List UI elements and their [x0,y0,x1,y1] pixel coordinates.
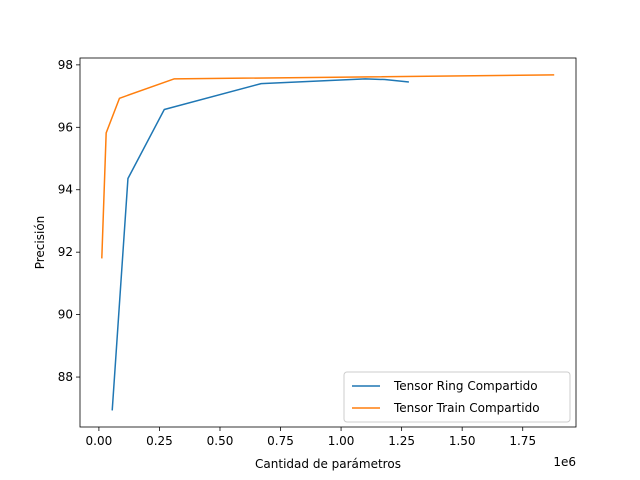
y-axis-label: Precisión [33,216,47,270]
y-tick-label: 90 [58,308,73,322]
x-tick-label: 0.25 [146,434,173,448]
x-tick-label: 1.25 [388,434,415,448]
x-tick-label: 0.50 [207,434,234,448]
legend-label-tensor-ring: Tensor Ring Compartido [393,379,538,393]
series-lines [101,74,555,411]
y-tick-label: 96 [58,120,73,134]
x-tick-label: 1.00 [328,434,355,448]
x-tick-label: 1.50 [449,434,476,448]
series-line-tensor-train [101,74,555,259]
x-axis-label: Cantidad de parámetros [255,457,401,471]
x-axis-ticks: 0.00 0.25 0.50 0.75 1.00 1.25 1.50 1.75 [86,427,536,448]
plot-frame [79,57,577,428]
y-tick-label: 88 [58,370,73,384]
legend: Tensor Ring Compartido Tensor Train Comp… [343,371,571,423]
legend-frame [343,371,571,423]
series-line-tensor-ring [111,78,409,411]
x-axis-offset-label: 1e6 [553,455,576,469]
legend-label-tensor-train: Tensor Train Compartido [393,401,540,415]
x-tick-label: 1.75 [509,434,536,448]
x-tick-label: 0.00 [86,434,113,448]
y-tick-label: 92 [58,245,73,259]
x-tick-label: 0.75 [267,434,294,448]
y-axis-ticks: 88 90 92 94 96 98 [58,58,80,384]
y-tick-label: 94 [58,183,73,197]
y-tick-label: 98 [58,58,73,72]
